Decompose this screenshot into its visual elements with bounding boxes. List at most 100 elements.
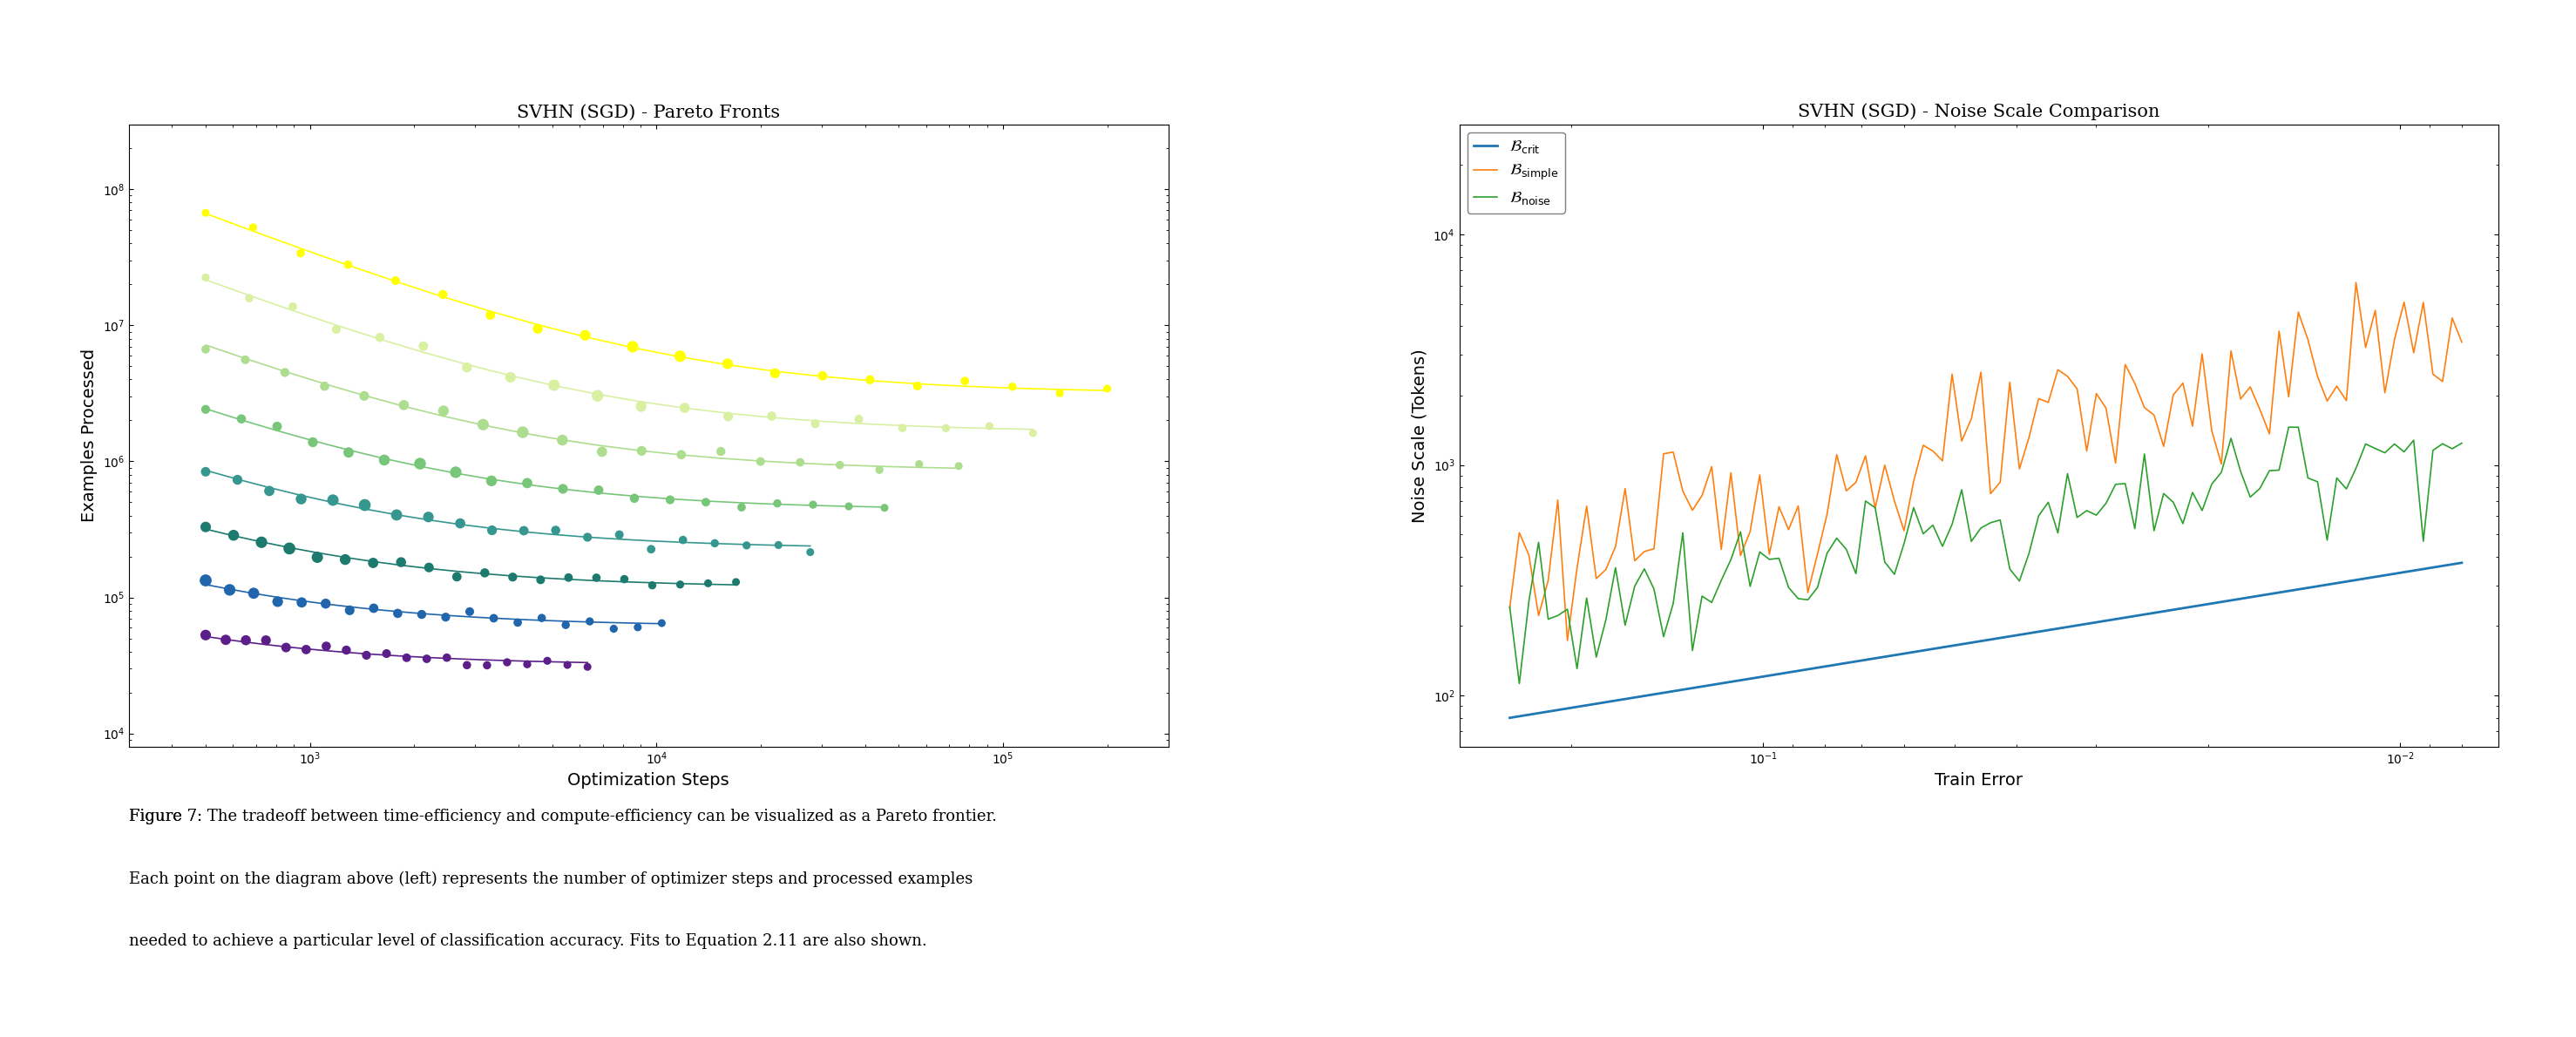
$\mathcal{B}_{\rm simple}$	[2416, 368, 2447, 381]
Point	[1087, 381, 1128, 397]
Point	[507, 475, 549, 492]
Point	[402, 338, 443, 355]
$\mathcal{B}_{\rm simple}$	[2071, 445, 2102, 457]
Point	[621, 443, 662, 459]
Point	[214, 527, 255, 543]
Point	[232, 585, 273, 601]
Point	[464, 564, 505, 581]
Point	[518, 320, 559, 337]
Point	[577, 569, 618, 586]
$\mathcal{B}_{\rm noise}$	[1994, 563, 2025, 576]
Point	[492, 568, 533, 585]
Point	[659, 347, 701, 364]
Point	[577, 388, 618, 404]
Point	[793, 416, 835, 432]
Point	[487, 654, 528, 671]
Point	[206, 632, 247, 648]
Point	[659, 577, 701, 593]
Point	[440, 515, 482, 532]
Point	[1038, 385, 1079, 401]
Point	[598, 527, 639, 543]
Point	[474, 610, 515, 626]
Point	[739, 453, 781, 470]
Line: $\mathcal{B}_{\rm noise}$: $\mathcal{B}_{\rm noise}$	[1510, 427, 2463, 683]
Point	[649, 492, 690, 508]
Point	[286, 641, 327, 657]
$\mathcal{B}_{\rm simple}$	[1494, 601, 1525, 614]
Point	[363, 452, 404, 469]
Point	[541, 431, 582, 448]
Point	[224, 352, 265, 368]
Point	[925, 420, 966, 437]
Text: needed to achieve a particular level of classification accuracy. Fits to Equatio: needed to achieve a particular level of …	[129, 933, 927, 949]
Point	[245, 632, 286, 648]
Point	[330, 602, 371, 619]
Line: $\mathcal{B}_{\rm crit}$: $\mathcal{B}_{\rm crit}$	[1510, 563, 2463, 718]
Point	[317, 321, 358, 338]
Point	[793, 497, 835, 513]
Point	[899, 456, 940, 473]
Point	[448, 604, 489, 620]
Y-axis label: Noise Scale (Tokens): Noise Scale (Tokens)	[1412, 348, 1427, 523]
Point	[721, 499, 762, 515]
$\mathcal{B}_{\rm crit}$	[1984, 632, 2014, 644]
Point	[881, 420, 922, 437]
$\mathcal{B}_{\rm noise}$	[2272, 421, 2303, 433]
Point	[224, 632, 265, 648]
Point	[502, 523, 544, 539]
Point	[407, 650, 448, 667]
$\mathcal{B}_{\rm crit}$	[2447, 557, 2478, 569]
$\mathcal{B}_{\rm crit}$	[2370, 569, 2401, 582]
$\mathcal{B}_{\rm noise}$	[1504, 677, 1535, 690]
Point	[603, 570, 644, 587]
Point	[945, 372, 987, 389]
Point	[296, 549, 337, 565]
Point	[407, 509, 448, 526]
Point	[526, 652, 567, 669]
Point	[185, 270, 227, 286]
Point	[469, 307, 510, 324]
Point	[582, 444, 623, 460]
Point	[858, 461, 899, 478]
Point	[281, 245, 322, 261]
Point	[366, 645, 407, 662]
Point	[185, 341, 227, 358]
$\mathcal{B}_{\rm simple}$	[1726, 550, 1757, 562]
$\mathcal{B}_{\rm noise}$	[2071, 504, 2102, 516]
Point	[185, 518, 227, 535]
Point	[497, 614, 538, 630]
Point	[216, 472, 258, 488]
Legend: $\mathcal{B}_{\rm crit}$, $\mathcal{B}_{\rm simple}$, $\mathcal{B}_{\rm noise}$: $\mathcal{B}_{\rm crit}$, $\mathcal{B}_{…	[1468, 133, 1566, 213]
$\mathcal{B}_{\rm crit}$	[1677, 682, 1708, 695]
Point	[376, 273, 417, 289]
Point	[425, 649, 466, 666]
Point	[353, 600, 394, 617]
Point	[837, 411, 878, 427]
Point	[265, 639, 307, 655]
Point	[209, 582, 250, 598]
Point	[446, 656, 487, 673]
Point	[567, 529, 608, 545]
Point	[422, 402, 464, 419]
Point	[464, 416, 505, 432]
Point	[863, 500, 904, 516]
Point	[546, 656, 587, 673]
Point	[618, 619, 659, 636]
X-axis label: Train Error: Train Error	[1935, 772, 2022, 788]
Point	[325, 552, 366, 568]
Point	[801, 367, 842, 384]
Point	[938, 457, 979, 474]
Point	[358, 329, 399, 345]
Point	[549, 569, 590, 586]
Point	[507, 656, 549, 673]
Point	[307, 638, 348, 654]
Point	[757, 495, 799, 511]
Point	[343, 388, 384, 404]
Point	[422, 286, 464, 303]
Title: SVHN (SGD) - Noise Scale Comparison: SVHN (SGD) - Noise Scale Comparison	[1798, 104, 2161, 120]
Point	[693, 535, 734, 552]
Point	[471, 473, 513, 489]
Point	[273, 299, 314, 315]
Point	[446, 359, 487, 375]
Point	[345, 497, 386, 513]
